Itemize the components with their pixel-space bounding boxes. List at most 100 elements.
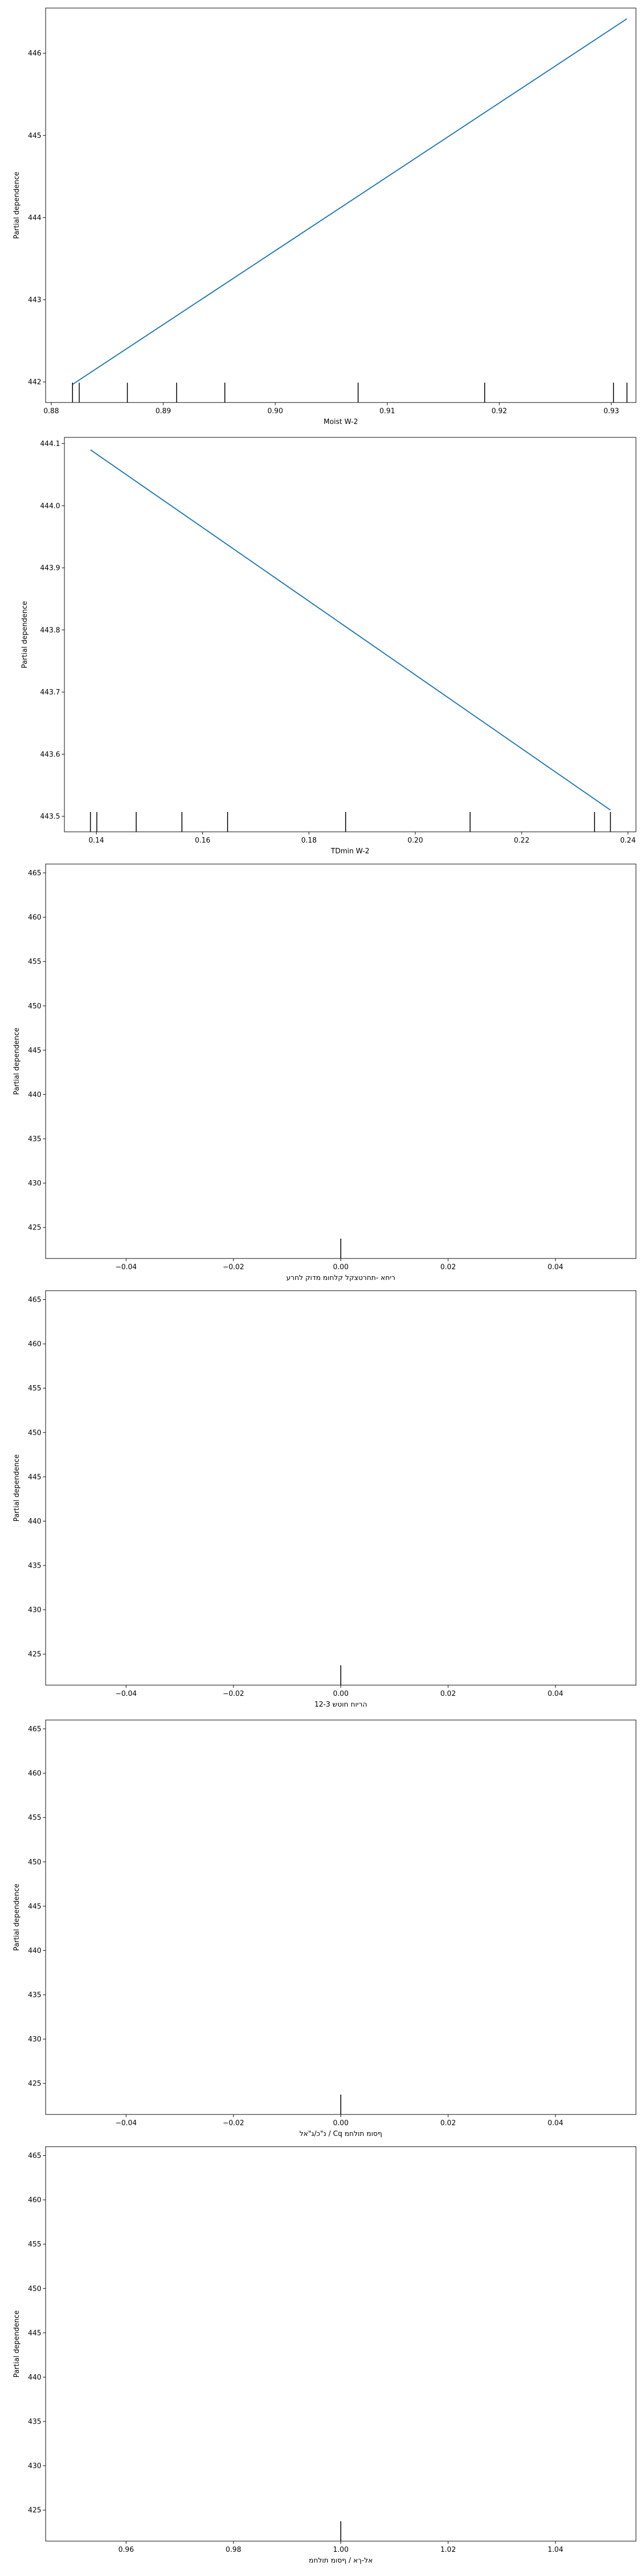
y-tick-label: 444 [28,214,41,222]
y-tick-label: 465 [28,869,41,877]
y-tick-label: 440 [28,1518,41,1526]
pdp-panel-4: −0.04 −0.02 0.00 0.02 0.04 425 430 435 440 445 450… [13,1290,636,1709]
y-tick-label: 430 [28,1606,41,1614]
y-tick-label: 425 [28,2507,41,2515]
y-tick-label: 455 [28,1814,41,1822]
y-tick-label: 455 [28,2241,41,2249]
y-tick-label: 445 [28,1473,41,1481]
x-tick-label: 0.02 [441,2119,456,2127]
x-tick-label: −0.04 [115,2119,137,2127]
y-tick-label: 445 [28,2329,41,2337]
y-tick-label: 445 [28,1046,41,1055]
x-tick-label: 0.02 [441,1690,456,1698]
y-tick-label: 430 [28,2462,41,2470]
y-tick-label: 465 [28,2152,41,2160]
y-tick-label: 443.7 [40,689,60,697]
y-tick-label: 465 [28,1725,41,1733]
x-axis-label: Moist W-2 [324,418,358,426]
y-tick-label: 444.1 [40,440,60,448]
x-tick-label: 0.00 [333,2119,349,2127]
x-tick-label: 0.20 [407,837,423,845]
y-tick-label: 445 [28,132,41,140]
y-tick-label: 443 [28,296,41,304]
pdp-panel-2: 0.14 0.16 0.18 0.20 0.22 0.24 443.5 443.6 443.7 4… [21,437,636,855]
x-tick-label: 0.04 [548,2119,564,2127]
x-tick-label: 1.02 [441,2546,456,2554]
x-tick-label: 0.16 [195,837,210,845]
y-tick-label: 460 [28,914,41,922]
y-axis-label: Partial dependence [13,1454,21,1521]
x-tick-label: −0.02 [223,1690,244,1698]
y-tick-label: 430 [28,2036,41,2044]
y-tick-label: 443.6 [40,751,60,759]
x-tick-label: 0.91 [379,407,395,415]
x-axis-label: אל-ךא / ףסומ תולחמ [309,2557,372,2565]
y-tick-label: 435 [28,1992,41,2000]
y-tick-label: 440 [28,1091,41,1099]
x-axis-label: נ"כ/ג"אל / Cq ףסומ תולחמ [299,2130,382,2138]
x-tick-label: 0.24 [620,837,636,845]
x-axis-label: ריחא -תחרטצקל קלחומ מדוק לחרע [286,1274,395,1282]
y-tick-label: 440 [28,2374,41,2382]
x-tick-label: 0.88 [43,407,59,415]
y-tick-label: 425 [28,1224,41,1232]
x-tick-label: −0.04 [115,1690,137,1698]
pdp-panel-5: −0.04 −0.02 0.00 0.02 0.04 425 430 435 440 445 450… [13,1719,636,2138]
x-tick-label: −0.04 [115,1263,137,1271]
pd-line [90,449,611,811]
pd-line [72,18,627,385]
x-tick-label: 0.90 [267,407,283,415]
y-tick-label: 450 [28,1858,41,1867]
x-tick-label: 0.00 [333,1263,349,1271]
y-tick-label: 460 [28,1770,41,1778]
y-tick-label: 455 [28,958,41,966]
y-tick-label: 450 [28,2285,41,2293]
x-tick-label: 0.14 [89,837,104,845]
y-tick-label: 425 [28,1651,41,1659]
y-tick-label: 425 [28,2080,41,2088]
y-tick-label: 455 [28,1385,41,1393]
y-tick-label: 446 [28,50,41,58]
x-axis-label: 12-3 הריוח חוטש [314,1701,367,1709]
y-axis-label: Partial dependence [13,1884,21,1951]
y-axis-label: Partial dependence [21,601,29,668]
x-tick-label: 0.92 [492,407,507,415]
y-tick-label: 444.0 [40,502,60,510]
y-tick-label: 465 [28,1296,41,1304]
y-tick-label: 445 [28,1902,41,1911]
y-tick-label: 443.8 [40,626,60,634]
y-tick-label: 450 [28,1002,41,1011]
y-tick-label: 442 [28,378,41,386]
y-tick-label: 440 [28,1947,41,1955]
y-tick-label: 443.9 [40,565,60,573]
x-tick-label: 0.04 [548,1263,564,1271]
x-tick-label: 0.02 [441,1263,456,1271]
x-tick-label: 1.00 [333,2546,349,2554]
x-tick-label: −0.02 [223,1263,244,1271]
pdp-panel-3: −0.04 −0.02 0.00 0.02 0.04 425 430 435 440 445 450… [13,863,636,1282]
y-tick-label: 435 [28,1562,41,1570]
x-tick-label: 0.98 [226,2546,241,2554]
pdp-panel-6: 0.96 0.98 1.00 1.02 1.04 425 430 435 440 445 450 45… [13,2146,636,2565]
y-axis-label: Partial dependence [13,1028,21,1095]
y-axis-label: Partial dependence [13,2310,21,2377]
x-tick-label: 0.89 [156,407,171,415]
x-axis-label: TDmin W-2 [331,847,370,855]
y-tick-label: 460 [28,2197,41,2205]
y-axis-label: Partial dependence [13,172,21,239]
y-tick-label: 435 [28,2418,41,2426]
x-tick-label: 0.22 [514,837,530,845]
y-tick-label: 450 [28,1429,41,1437]
x-tick-label: 1.04 [548,2546,564,2554]
x-tick-label: 0.96 [119,2546,134,2554]
x-tick-label: 0.93 [604,407,619,415]
y-tick-label: 435 [28,1136,41,1144]
y-tick-label: 430 [28,1180,41,1188]
x-tick-label: 0.00 [333,1690,349,1698]
x-tick-label: 0.18 [301,837,317,845]
x-tick-label: −0.02 [223,2119,244,2127]
axes-frame [64,437,636,832]
y-tick-label: 460 [28,1341,41,1349]
